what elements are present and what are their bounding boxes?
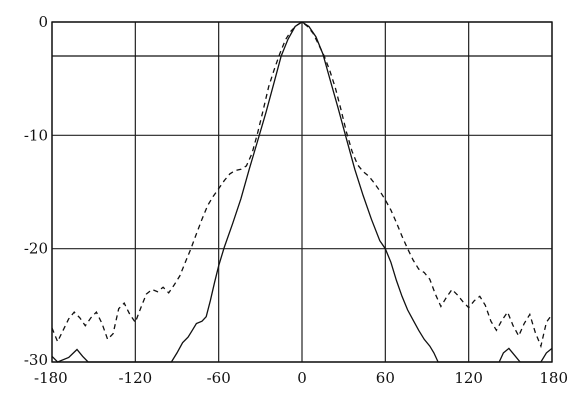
series-line-dashed (51, 21, 553, 349)
series-line-solid (51, 21, 553, 363)
series-group (51, 21, 553, 363)
x-tick-label: -120 (118, 369, 152, 387)
y-tick-label: -10 (24, 126, 48, 144)
x-tick-label: -180 (34, 369, 68, 387)
x-axis-tick-labels: -180 -120 -60 0 60 120 180 (34, 369, 568, 387)
grid (51, 21, 553, 363)
x-tick-label: 180 (539, 369, 568, 387)
y-tick-label: 0 (38, 13, 48, 31)
y-tick-label: -30 (24, 351, 48, 369)
y-axis-tick-labels: 0 -10 -20 -30 (24, 13, 48, 369)
y-tick-label: -20 (24, 240, 48, 258)
x-tick-label: 0 (297, 369, 307, 387)
plot-frame (51, 21, 553, 363)
x-tick-label: 60 (376, 369, 395, 387)
x-tick-label: 120 (454, 369, 483, 387)
x-tick-label: -60 (207, 369, 231, 387)
